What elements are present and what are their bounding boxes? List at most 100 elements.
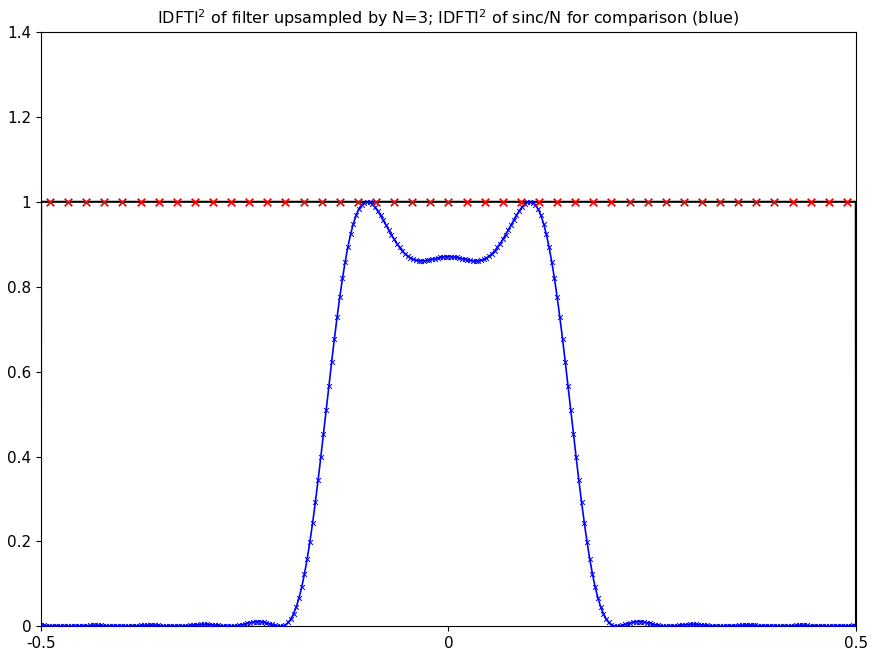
Point [61,621,75,632]
Point [618,619,632,630]
Point [297,197,311,207]
Point [64,621,78,632]
Point [362,197,376,208]
Point [496,234,510,245]
Point [80,620,94,631]
Point [620,619,634,629]
Point [159,620,173,631]
Point [319,405,333,415]
Point [172,621,186,632]
Point [384,230,398,240]
Point [256,617,270,627]
Point [200,619,214,630]
Point [151,197,165,207]
Point [156,620,170,631]
Point [317,428,331,439]
Point [686,619,700,630]
Point [824,621,838,632]
Point [605,620,619,630]
Point [311,475,325,486]
Point [192,619,206,630]
Point [273,621,287,632]
Point [123,620,137,631]
Point [694,620,708,630]
Point [469,255,483,266]
Point [770,621,784,632]
Point [97,197,111,207]
Point [83,620,97,631]
Point [496,197,510,207]
Point [390,238,404,249]
Point [99,620,113,631]
Point [110,621,124,632]
Point [695,197,709,207]
Point [153,620,167,631]
Point [550,291,564,302]
Point [214,620,228,631]
Point [366,199,380,210]
Point [667,620,681,631]
Point [261,197,275,207]
Point [140,620,154,630]
Point [216,620,230,631]
Point [760,620,774,631]
Point [738,620,752,630]
Point [779,620,793,631]
Point [654,620,668,631]
Point [221,621,235,632]
Point [762,621,776,632]
Point [553,312,567,322]
Point [545,256,559,266]
Point [132,620,146,631]
Point [490,242,504,253]
Point [827,621,841,632]
Point [681,619,695,630]
Point [66,621,80,632]
Point [194,619,208,630]
Point [564,405,578,415]
Point [243,617,257,628]
Point [77,620,91,631]
Point [455,253,469,264]
Point [170,621,184,632]
Point [669,620,683,631]
Point [517,199,531,210]
Point [405,197,419,207]
Point [72,620,86,631]
Point [683,619,697,630]
Point [599,613,613,624]
Point [45,620,59,631]
Point [368,202,382,213]
Point [773,621,787,632]
Point [238,619,252,629]
Point [409,255,423,265]
Point [534,210,548,220]
Point [732,197,746,207]
Point [382,224,396,235]
Point [188,197,202,207]
Point [102,620,116,631]
Point [88,620,102,630]
Point [167,621,181,632]
Point [732,620,746,630]
Point [808,620,822,631]
Point [806,620,820,631]
Point [840,197,854,207]
Point [189,620,203,630]
Point [322,380,336,391]
Point [458,254,472,265]
Point [478,197,492,207]
Point [284,613,298,624]
Point [339,256,353,266]
Point [523,197,537,207]
Point [224,621,238,632]
Point [672,620,686,631]
Point [816,621,830,632]
Point [757,620,771,631]
Point [113,621,127,632]
Point [61,197,75,207]
Point [184,620,198,630]
Point [403,253,417,263]
Point [710,621,724,632]
Point [640,617,654,628]
